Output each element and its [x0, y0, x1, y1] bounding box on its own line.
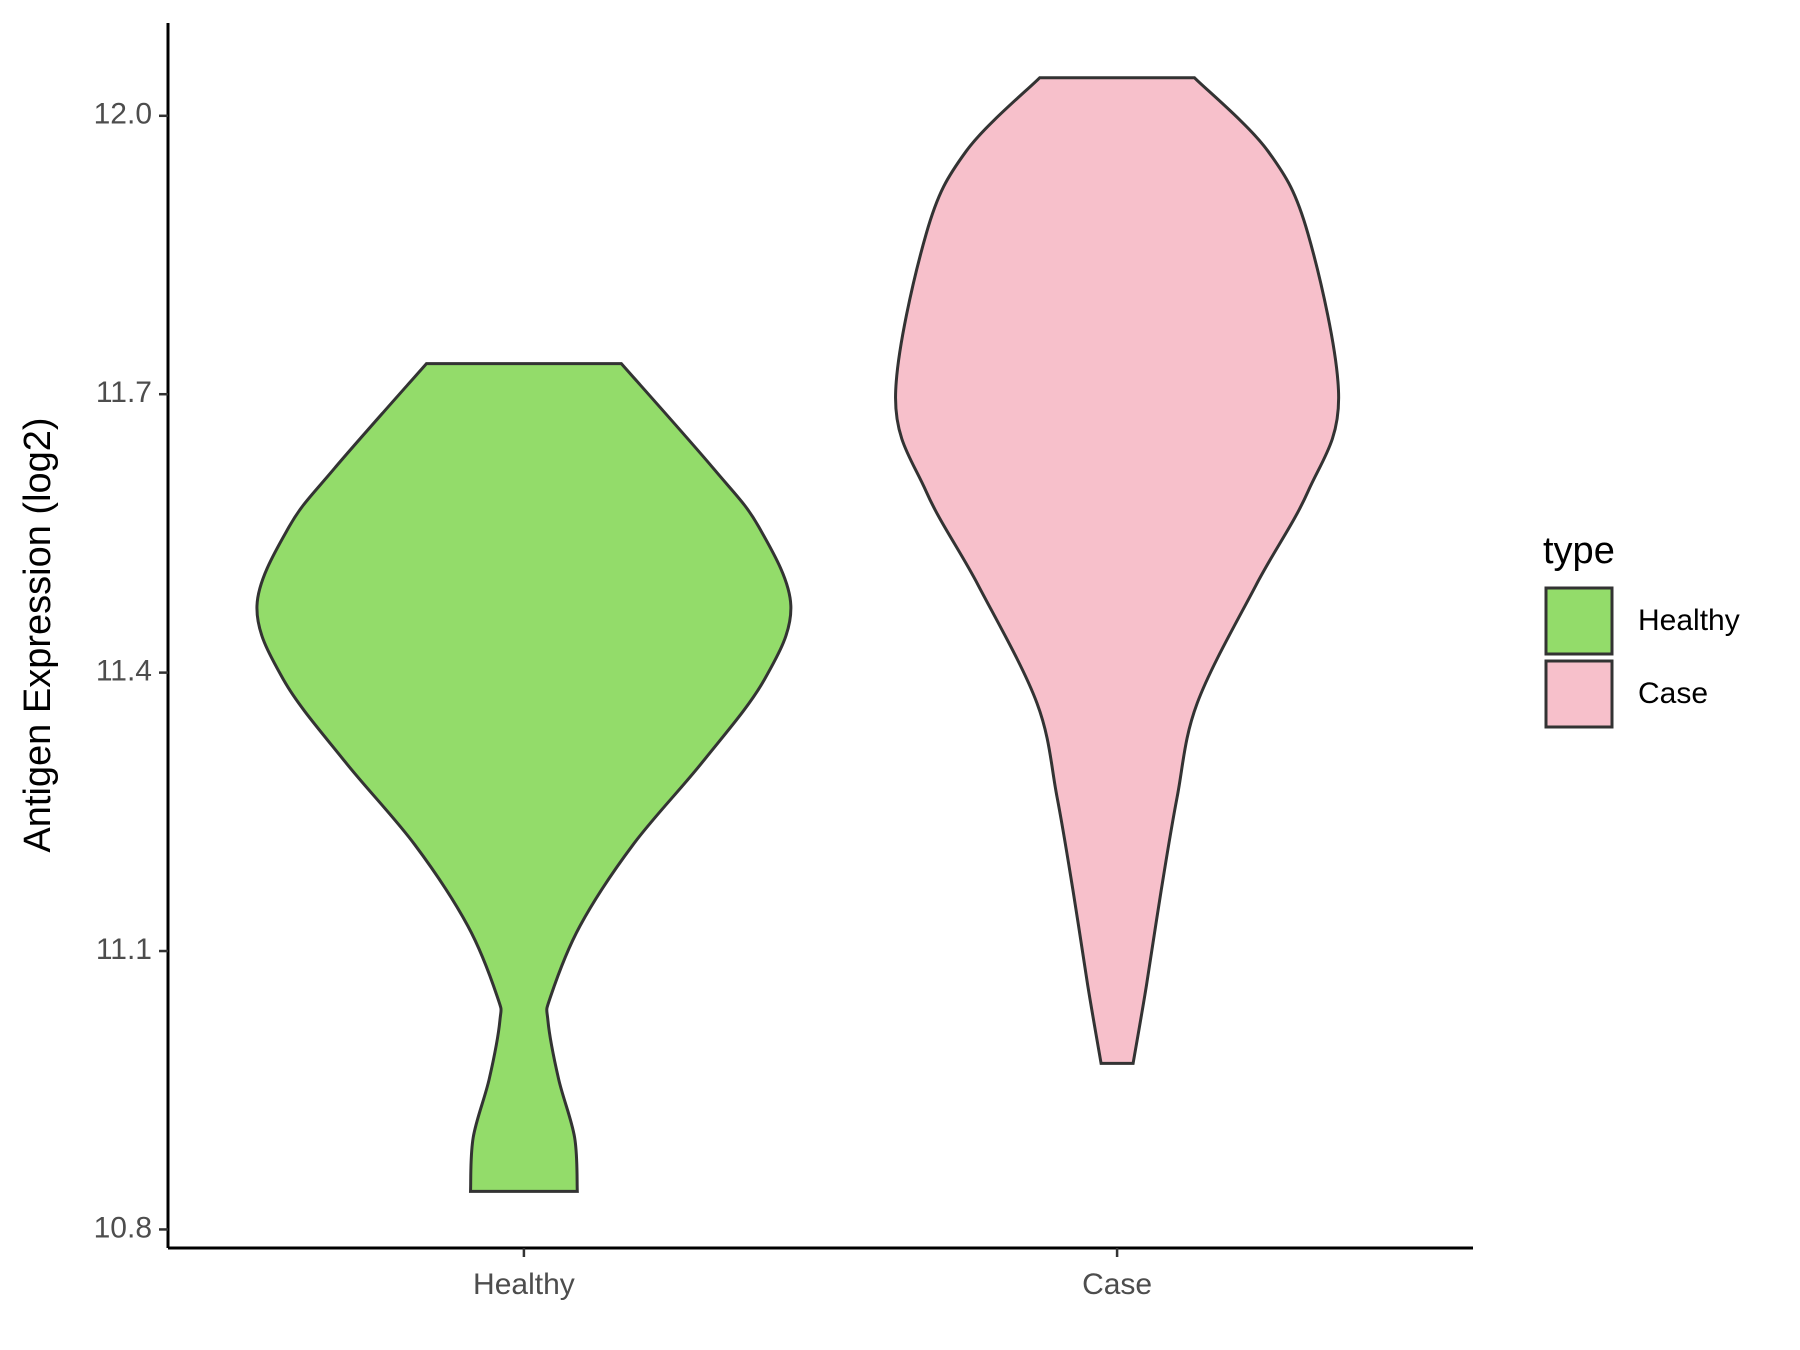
x-tick-label: Case — [1082, 1268, 1152, 1301]
x-tick-label: Healthy — [473, 1268, 575, 1301]
y-tick-label: 11.7 — [96, 376, 152, 409]
violin — [255, 362, 793, 1193]
y-tick-label: 12.0 — [94, 98, 152, 131]
y-tick-label: 11.4 — [96, 655, 152, 688]
legend-label: Case — [1638, 677, 1708, 710]
legend-key — [1544, 659, 1614, 729]
y-tick-label: 11.1 — [96, 933, 152, 966]
legend-key — [1544, 586, 1614, 656]
y-tick-label: 10.8 — [94, 1211, 152, 1244]
legend-title: type — [1543, 530, 1615, 572]
legend-label: Healthy — [1638, 604, 1740, 637]
violin — [894, 76, 1341, 1065]
y-axis-title: Antigen Expression (log2) — [17, 417, 59, 852]
